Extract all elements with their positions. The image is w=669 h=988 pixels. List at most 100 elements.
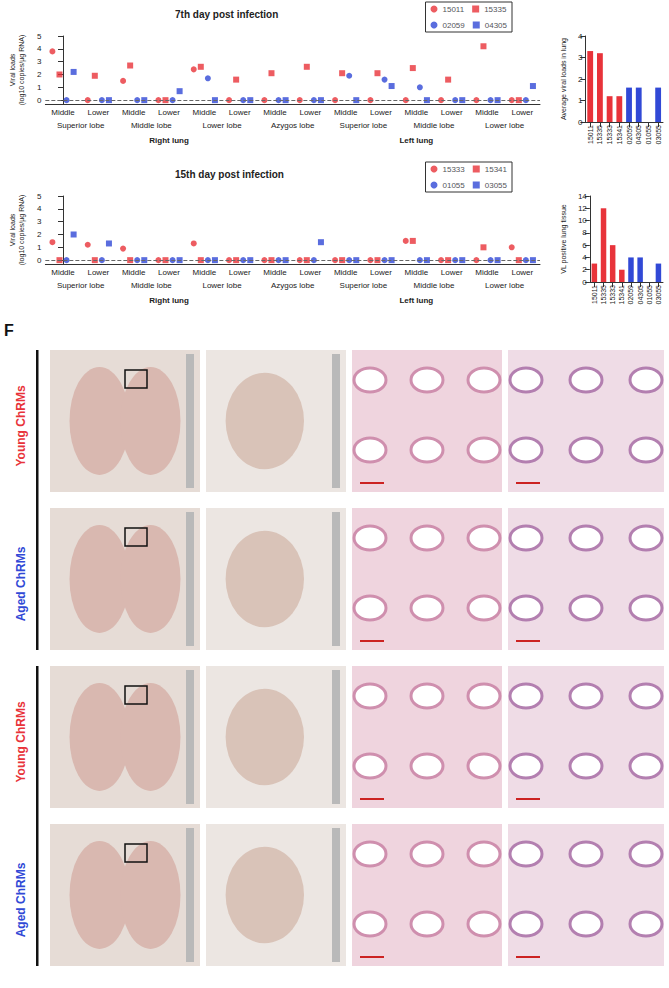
svg-text:Superior lobe: Superior lobe	[57, 121, 105, 130]
svg-text:14: 14	[578, 192, 587, 201]
svg-text:15333: 15333	[606, 125, 613, 145]
svg-text:15th day post infection: 15th day post infection	[175, 169, 284, 180]
svg-text:03055: 03055	[655, 125, 662, 145]
svg-text:Lower lobe: Lower lobe	[202, 121, 242, 130]
svg-text:Aged ChRMs: Aged ChRMs	[14, 546, 28, 621]
svg-text:Lower: Lower	[370, 108, 392, 117]
svg-text:Viral loads: Viral loads	[9, 53, 16, 86]
svg-text:8: 8	[582, 228, 587, 237]
svg-text:3: 3	[578, 53, 583, 62]
svg-text:Lower: Lower	[87, 108, 109, 117]
svg-text:Middle: Middle	[122, 108, 146, 117]
svg-text:04305: 04305	[635, 125, 642, 145]
svg-text:Lower: Lower	[87, 268, 109, 277]
svg-text:Superior lobe: Superior lobe	[57, 281, 105, 290]
svg-text:Lower: Lower	[158, 268, 180, 277]
svg-text:Middle lobe: Middle lobe	[414, 121, 455, 130]
svg-text:4: 4	[37, 204, 42, 213]
svg-text:15335: 15335	[484, 5, 507, 14]
svg-text:Middle: Middle	[51, 268, 75, 277]
svg-text:15341: 15341	[618, 285, 625, 305]
svg-text:01055: 01055	[443, 181, 466, 190]
svg-text:1: 1	[37, 243, 42, 252]
svg-text:Middle: Middle	[193, 108, 217, 117]
svg-text:Lower lobe: Lower lobe	[485, 121, 525, 130]
svg-text:Middle lobe: Middle lobe	[131, 281, 172, 290]
svg-text:15335: 15335	[600, 285, 607, 305]
svg-text:Lower: Lower	[158, 108, 180, 117]
svg-text:0: 0	[582, 278, 587, 287]
svg-text:Lower: Lower	[441, 268, 463, 277]
svg-text:Middle: Middle	[122, 268, 146, 277]
svg-text:Lower lobe: Lower lobe	[485, 281, 525, 290]
svg-text:2: 2	[578, 75, 583, 84]
svg-text:15341: 15341	[485, 165, 508, 174]
svg-text:4: 4	[37, 44, 42, 53]
svg-text:12: 12	[578, 204, 587, 213]
svg-text:Middle: Middle	[263, 268, 287, 277]
svg-text:Left lung: Left lung	[399, 136, 433, 145]
svg-text:15011: 15011	[443, 5, 465, 14]
svg-text:Lower: Lower	[511, 268, 533, 277]
svg-text:15333: 15333	[443, 165, 466, 174]
svg-text:Lower: Lower	[370, 268, 392, 277]
svg-text:04305: 04305	[485, 21, 508, 30]
svg-text:0: 0	[37, 96, 42, 105]
svg-text:02059: 02059	[443, 21, 466, 30]
svg-text:10: 10	[578, 216, 587, 225]
svg-text:4: 4	[578, 32, 583, 41]
svg-text:5: 5	[37, 32, 42, 41]
svg-text:02059: 02059	[627, 285, 634, 305]
svg-text:6: 6	[582, 241, 587, 250]
svg-text:Young ChRMs: Young ChRMs	[14, 701, 28, 782]
svg-text:Azygos lobe: Azygos lobe	[271, 281, 315, 290]
svg-text:03055: 03055	[655, 285, 662, 305]
svg-text:Superior lobe: Superior lobe	[340, 281, 388, 290]
svg-text:01055: 01055	[645, 125, 652, 145]
svg-text:Right lung: Right lung	[149, 136, 189, 145]
svg-text:Middle: Middle	[193, 268, 217, 277]
svg-text:VL positive lung tissue: VL positive lung tissue	[560, 204, 568, 273]
svg-text:15335: 15335	[596, 125, 603, 145]
svg-text:2: 2	[37, 230, 42, 239]
svg-text:Left lung: Left lung	[399, 296, 433, 305]
svg-text:Young ChRMs: Young ChRMs	[14, 385, 28, 466]
svg-text:1: 1	[578, 96, 583, 105]
svg-text:15333: 15333	[609, 285, 616, 305]
svg-text:Viral loads: Viral loads	[9, 213, 16, 246]
svg-text:Lower: Lower	[299, 268, 321, 277]
svg-text:Lower: Lower	[299, 108, 321, 117]
svg-text:2: 2	[582, 265, 587, 274]
svg-text:Middle: Middle	[475, 108, 499, 117]
svg-text:01055: 01055	[646, 285, 653, 305]
svg-text:0: 0	[578, 118, 583, 127]
svg-text:7th day post infection: 7th day post infection	[175, 9, 278, 20]
svg-text:Lower: Lower	[441, 108, 463, 117]
svg-text:Middle lobe: Middle lobe	[414, 281, 455, 290]
svg-text:Average viral loads in lung: Average viral loads in lung	[560, 38, 568, 120]
svg-text:Azygos lobe: Azygos lobe	[271, 121, 315, 130]
svg-text:(log10 copies/µg RNA): (log10 copies/µg RNA)	[18, 35, 26, 106]
svg-text:Lower lobe: Lower lobe	[202, 281, 242, 290]
svg-text:Lower: Lower	[229, 268, 251, 277]
svg-text:03055: 03055	[485, 181, 508, 190]
svg-text:Right lung: Right lung	[149, 296, 189, 305]
svg-text:Middle: Middle	[334, 268, 358, 277]
svg-text:Lower: Lower	[511, 108, 533, 117]
svg-text:15011: 15011	[591, 285, 598, 304]
svg-text:1: 1	[37, 83, 42, 92]
svg-text:Aged ChRMs: Aged ChRMs	[14, 862, 28, 937]
svg-text:0: 0	[37, 256, 42, 265]
svg-text:Middle: Middle	[334, 108, 358, 117]
svg-text:02059: 02059	[626, 125, 633, 145]
svg-text:Middle: Middle	[51, 108, 75, 117]
svg-text:3: 3	[37, 57, 42, 66]
svg-text:Lower: Lower	[229, 108, 251, 117]
svg-text:15011: 15011	[587, 125, 594, 144]
svg-text:5: 5	[37, 192, 42, 201]
svg-text:04305: 04305	[637, 285, 644, 305]
svg-text:Superior lobe: Superior lobe	[340, 121, 388, 130]
svg-text:F: F	[4, 322, 14, 339]
svg-text:Middle: Middle	[263, 108, 287, 117]
svg-text:15341: 15341	[616, 125, 623, 145]
